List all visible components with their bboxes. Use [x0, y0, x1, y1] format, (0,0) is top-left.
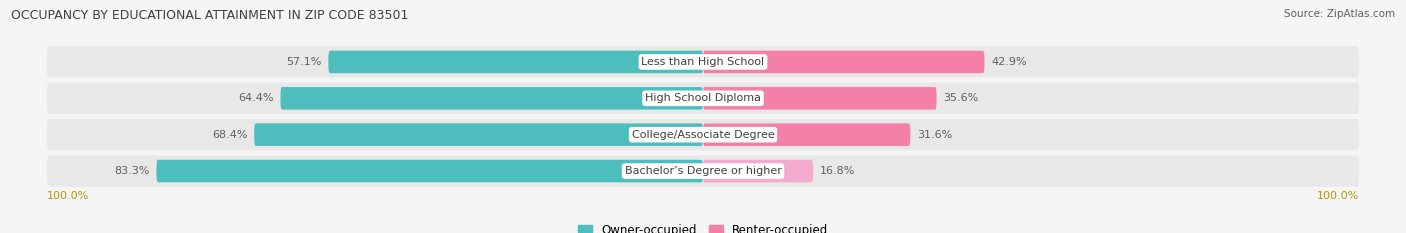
Text: OCCUPANCY BY EDUCATIONAL ATTAINMENT IN ZIP CODE 83501: OCCUPANCY BY EDUCATIONAL ATTAINMENT IN Z… — [11, 9, 409, 22]
FancyBboxPatch shape — [703, 123, 910, 146]
Text: 83.3%: 83.3% — [114, 166, 150, 176]
FancyBboxPatch shape — [46, 46, 1360, 78]
FancyBboxPatch shape — [254, 123, 703, 146]
FancyBboxPatch shape — [280, 87, 703, 110]
Legend: Owner-occupied, Renter-occupied: Owner-occupied, Renter-occupied — [572, 219, 834, 233]
Text: 100.0%: 100.0% — [46, 191, 89, 201]
Text: Bachelor’s Degree or higher: Bachelor’s Degree or higher — [624, 166, 782, 176]
FancyBboxPatch shape — [703, 87, 936, 110]
FancyBboxPatch shape — [156, 160, 703, 182]
Text: 31.6%: 31.6% — [917, 130, 952, 140]
Text: Source: ZipAtlas.com: Source: ZipAtlas.com — [1284, 9, 1395, 19]
Text: High School Diploma: High School Diploma — [645, 93, 761, 103]
Text: College/Associate Degree: College/Associate Degree — [631, 130, 775, 140]
Text: 100.0%: 100.0% — [1317, 191, 1360, 201]
FancyBboxPatch shape — [703, 51, 984, 73]
FancyBboxPatch shape — [46, 119, 1360, 150]
FancyBboxPatch shape — [329, 51, 703, 73]
Text: 68.4%: 68.4% — [212, 130, 247, 140]
Text: 57.1%: 57.1% — [287, 57, 322, 67]
FancyBboxPatch shape — [703, 160, 813, 182]
FancyBboxPatch shape — [46, 83, 1360, 114]
Text: Less than High School: Less than High School — [641, 57, 765, 67]
Text: 16.8%: 16.8% — [820, 166, 855, 176]
Text: 35.6%: 35.6% — [943, 93, 979, 103]
Text: 42.9%: 42.9% — [991, 57, 1026, 67]
Text: 64.4%: 64.4% — [239, 93, 274, 103]
FancyBboxPatch shape — [46, 155, 1360, 187]
